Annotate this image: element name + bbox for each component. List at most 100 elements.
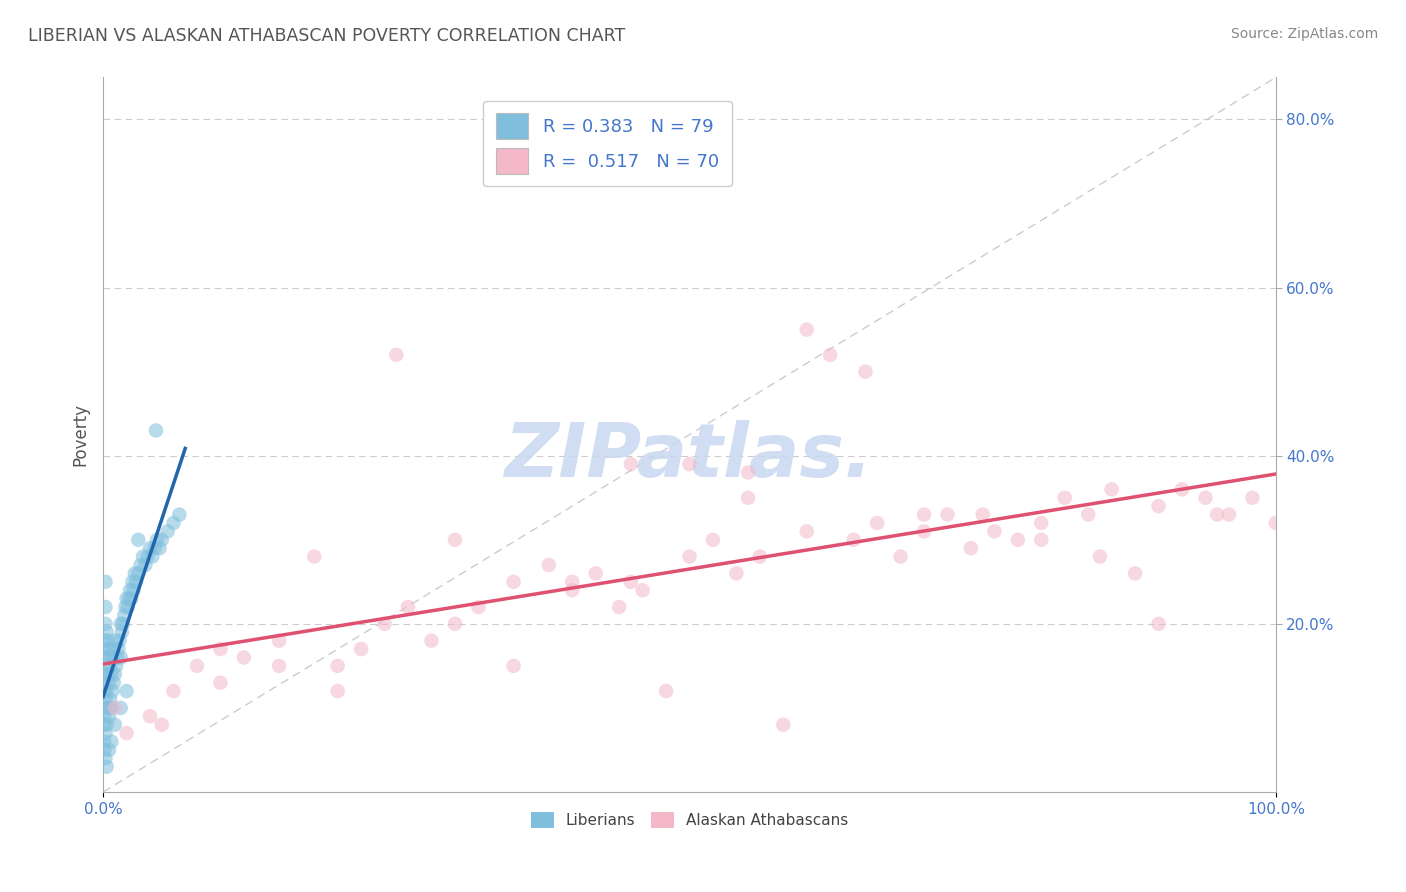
Point — [1101, 483, 1123, 497]
Point — [1007, 533, 1029, 547]
Point — [94, 574, 117, 589]
Point — [105, 650, 128, 665]
Point — [326, 658, 349, 673]
Point — [209, 675, 232, 690]
Point — [396, 600, 419, 615]
Point — [96, 684, 118, 698]
Point — [420, 633, 443, 648]
Point — [124, 566, 146, 581]
Point — [101, 684, 124, 698]
Point — [127, 566, 149, 581]
Point — [972, 508, 994, 522]
Point — [725, 566, 748, 581]
Point — [702, 533, 724, 547]
Point — [94, 600, 117, 615]
Point — [143, 541, 166, 556]
Point — [150, 717, 173, 731]
Point — [1171, 483, 1194, 497]
Point — [1147, 499, 1170, 513]
Point — [110, 650, 132, 665]
Point — [104, 701, 127, 715]
Point — [960, 541, 983, 556]
Point — [94, 726, 117, 740]
Point — [150, 533, 173, 547]
Point — [186, 658, 208, 673]
Point — [890, 549, 912, 564]
Point — [1218, 508, 1240, 522]
Point — [502, 658, 524, 673]
Point — [103, 642, 125, 657]
Point — [114, 600, 136, 615]
Point — [118, 591, 141, 606]
Point — [136, 549, 159, 564]
Point — [796, 524, 818, 539]
Point — [93, 675, 115, 690]
Point — [94, 751, 117, 765]
Point — [561, 583, 583, 598]
Point — [115, 591, 138, 606]
Point — [467, 600, 489, 615]
Point — [100, 734, 122, 748]
Point — [772, 717, 794, 731]
Legend: Liberians, Alaskan Athabascans: Liberians, Alaskan Athabascans — [524, 806, 855, 834]
Point — [444, 616, 467, 631]
Point — [139, 709, 162, 723]
Point — [110, 701, 132, 715]
Text: ZIPatlas.: ZIPatlas. — [505, 419, 873, 492]
Point — [98, 743, 121, 757]
Point — [1031, 516, 1053, 530]
Point — [866, 516, 889, 530]
Point — [100, 701, 122, 715]
Point — [374, 616, 396, 631]
Point — [108, 633, 131, 648]
Point — [115, 726, 138, 740]
Point — [148, 541, 170, 556]
Point — [983, 524, 1005, 539]
Point — [101, 650, 124, 665]
Point — [105, 658, 128, 673]
Point — [936, 508, 959, 522]
Point — [737, 466, 759, 480]
Point — [385, 348, 408, 362]
Point — [1053, 491, 1076, 505]
Point — [97, 633, 120, 648]
Point — [110, 616, 132, 631]
Point — [117, 600, 139, 615]
Point — [98, 709, 121, 723]
Point — [156, 524, 179, 539]
Point — [103, 675, 125, 690]
Point — [98, 658, 121, 673]
Point — [842, 533, 865, 547]
Point — [912, 524, 935, 539]
Point — [120, 591, 142, 606]
Point — [115, 684, 138, 698]
Point — [93, 709, 115, 723]
Point — [912, 508, 935, 522]
Point — [561, 574, 583, 589]
Point — [93, 633, 115, 648]
Point — [122, 583, 145, 598]
Point — [585, 566, 607, 581]
Point — [326, 684, 349, 698]
Point — [146, 533, 169, 547]
Point — [267, 633, 290, 648]
Point — [1206, 508, 1229, 522]
Point — [93, 701, 115, 715]
Point — [93, 743, 115, 757]
Point — [678, 457, 700, 471]
Point — [94, 658, 117, 673]
Point — [748, 549, 770, 564]
Point — [97, 667, 120, 681]
Point — [96, 625, 118, 640]
Point — [120, 583, 142, 598]
Point — [93, 667, 115, 681]
Point — [98, 642, 121, 657]
Point — [112, 608, 135, 623]
Point — [96, 650, 118, 665]
Point — [94, 692, 117, 706]
Point — [127, 533, 149, 547]
Point — [93, 650, 115, 665]
Point — [145, 424, 167, 438]
Point — [267, 658, 290, 673]
Point — [162, 516, 184, 530]
